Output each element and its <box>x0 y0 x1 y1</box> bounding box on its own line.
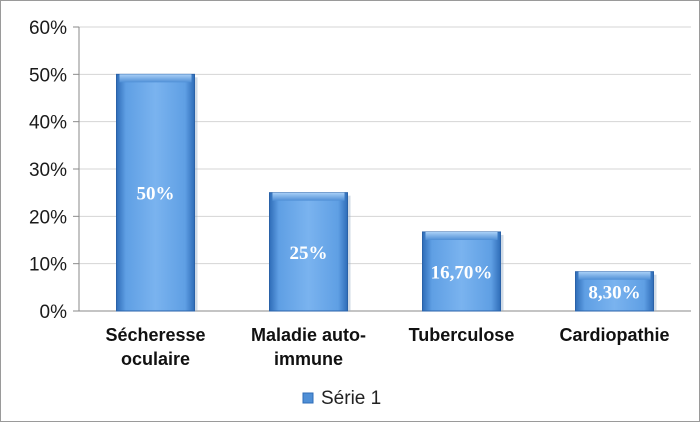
category-label-line: immune <box>274 349 343 369</box>
bar-top-bevel <box>578 271 651 280</box>
legend-swatch <box>302 392 314 404</box>
category-label-line: Cardiopathie <box>559 325 669 345</box>
y-tick-label: 40% <box>29 113 67 134</box>
legend-label: Série 1 <box>321 388 381 409</box>
labels: 50% Sécheresse oculaire 25% Maladie auto-imm… <box>105 184 669 369</box>
data-label: 16,70% <box>431 262 493 283</box>
category-label-line: Sécheresse <box>105 325 205 345</box>
data-label: 25% <box>290 243 328 264</box>
category-label-line: Maladie auto- <box>251 325 366 345</box>
category-label: Cardiopathie <box>559 325 669 345</box>
y-tick-label: 60% <box>29 18 67 39</box>
y-tick-label: 50% <box>29 65 67 86</box>
bars <box>116 73 657 312</box>
category-label: Sécheresse oculaire <box>105 325 205 369</box>
category-label: Maladie auto-immune <box>251 325 366 369</box>
axes: 0% 10% 20% 30% 40% 50% 60% <box>29 18 691 323</box>
y-tick-label: 0% <box>40 302 68 323</box>
bar <box>269 192 348 312</box>
bar <box>116 73 195 312</box>
bar <box>422 231 501 312</box>
y-tick-label: 30% <box>29 160 67 181</box>
bar-top-bevel <box>425 231 498 240</box>
y-tick-label: 10% <box>29 255 67 276</box>
y-tick-label: 20% <box>29 207 67 228</box>
bar-top-bevel <box>272 192 345 201</box>
category-label-line: oculaire <box>121 349 190 369</box>
category-label: Tuberculose <box>409 325 515 345</box>
bar-top-bevel <box>119 74 192 83</box>
data-label: 8,30% <box>588 282 640 303</box>
legend: Série 1 <box>302 388 381 409</box>
category-label-line: Tuberculose <box>409 325 515 345</box>
data-label: 50% <box>137 184 175 205</box>
